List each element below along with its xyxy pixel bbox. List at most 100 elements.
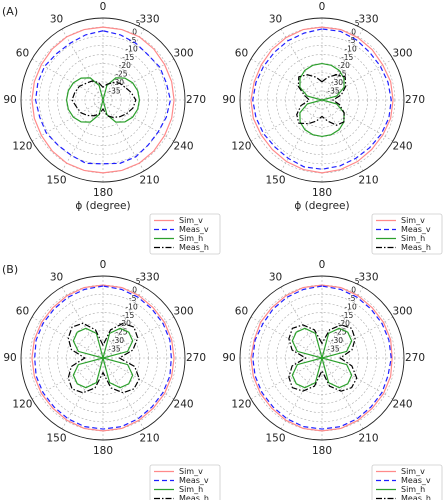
angle-tick-label: 0 (100, 1, 107, 13)
radial-grid (257, 293, 387, 423)
angular-grid (102, 28, 145, 101)
x-axis-label: ϕ (degree) (75, 200, 130, 212)
angle-tick-label: 60 (16, 306, 29, 318)
angle-tick-label: 240 (393, 141, 413, 153)
radial-grid (294, 330, 350, 386)
angle-tick-label: 120 (12, 141, 32, 153)
angular-grid (321, 99, 364, 172)
angular-grid (280, 99, 323, 172)
angle-tick-label: 60 (235, 306, 248, 318)
series-line (72, 327, 134, 389)
angle-tick-label: 0 (319, 1, 326, 13)
outer-ring (239, 17, 405, 183)
radial-tick-label: -30 (331, 336, 343, 345)
polar-chart: (B)-35-30-25-20-15-10-505030609012015018… (2, 259, 221, 500)
angular-grid (31, 58, 104, 101)
radial-grid (75, 72, 131, 128)
angular-grid (250, 357, 323, 400)
angular-grid (102, 357, 145, 430)
radial-grid (257, 35, 387, 165)
legend-box (149, 464, 221, 500)
radial-tick-label: -5 (348, 36, 356, 45)
radial-tick-label: -10 (344, 44, 356, 53)
angular-grid (102, 316, 175, 359)
angle-tick-label: 90 (222, 94, 235, 106)
radial-tick-label: 5 (136, 19, 141, 28)
angle-tick-label: 270 (405, 94, 425, 106)
angle-tick-label: 0 (319, 259, 326, 271)
angular-grid (102, 58, 175, 101)
angle-tick-label: 90 (222, 352, 235, 364)
angle-tick-label: 240 (174, 399, 194, 411)
angle-tick-label: 330 (358, 271, 378, 283)
outer-ring (20, 17, 186, 183)
series-line (299, 62, 345, 138)
series-line (34, 30, 172, 165)
angle-tick-label: 300 (393, 306, 413, 318)
angular-grid (280, 357, 323, 430)
series-line (34, 285, 172, 430)
series-line (288, 324, 358, 392)
polar-chart: -35-30-25-20-15-10-505030609012015018021… (222, 259, 443, 500)
radial-tick-label: -25 (334, 70, 346, 79)
polar-chart: -35-30-25-20-15-10-505030609012015018021… (222, 1, 443, 255)
polar-chart: (A)-35-30-25-20-15-10-505030609012015018… (2, 1, 221, 255)
radial-grid (48, 45, 158, 155)
legend-label: Meas_v (401, 225, 431, 234)
radial-tick-label: -35 (108, 87, 120, 96)
radial-tick-label: -15 (122, 311, 134, 320)
radial-grid (38, 35, 168, 165)
angle-tick-label: 90 (3, 94, 16, 106)
radial-grid (267, 45, 377, 155)
angle-tick-label: 330 (139, 271, 159, 283)
legend-label: Sim_v (401, 467, 425, 476)
angular-grid (31, 357, 104, 400)
angular-grid (321, 286, 364, 359)
angle-tick-label: 210 (139, 433, 159, 445)
angle-tick-label: 240 (393, 399, 413, 411)
angle-tick-label: 300 (393, 48, 413, 60)
angular-grid (102, 99, 175, 142)
angle-tick-label: 150 (265, 175, 285, 187)
radial-tick-label: -35 (327, 87, 339, 96)
angle-tick-label: 270 (405, 352, 425, 364)
angle-tick-label: 150 (46, 433, 66, 445)
legend-label: Sim_v (401, 216, 425, 225)
angle-tick-label: 60 (235, 48, 248, 60)
angular-grid (321, 58, 394, 101)
radial-tick-label: -25 (115, 328, 127, 337)
legend-label: Sim_h (179, 485, 203, 494)
angle-tick-label: 30 (50, 271, 63, 283)
angular-grid (31, 99, 104, 142)
radial-tick-label: -20 (119, 319, 131, 328)
radial-tick-label: 0 (351, 285, 356, 294)
radial-grid (294, 72, 350, 128)
series-line (71, 80, 137, 118)
legend-label: Sim_h (401, 234, 425, 243)
x-axis-label: ϕ (degree) (294, 200, 349, 212)
angle-tick-label: 30 (50, 13, 63, 25)
angular-grid (280, 286, 323, 359)
outer-ring (239, 275, 405, 441)
angle-tick-label: 120 (231, 141, 251, 153)
angular-grid (250, 58, 323, 101)
radial-tick-label: 5 (136, 277, 141, 286)
angular-grid (61, 286, 104, 359)
radial-tick-label: 0 (132, 27, 137, 36)
angle-tick-label: 180 (93, 187, 113, 199)
angle-tick-label: 0 (100, 259, 107, 271)
angle-tick-label: 210 (358, 175, 378, 187)
outer-ring (20, 275, 186, 441)
radial-tick-label: -35 (327, 345, 339, 354)
radial-tick-label: -30 (331, 78, 343, 87)
angle-tick-label: 210 (358, 433, 378, 445)
legend-label: Sim_v (179, 467, 203, 476)
legend-label: Sim_v (179, 216, 203, 225)
angular-grid (61, 28, 104, 101)
series-line (67, 322, 140, 394)
radial-tick-label: 5 (355, 277, 360, 286)
angle-tick-label: 270 (186, 352, 206, 364)
radial-tick-label: -20 (119, 61, 131, 70)
angle-tick-label: 150 (265, 433, 285, 445)
